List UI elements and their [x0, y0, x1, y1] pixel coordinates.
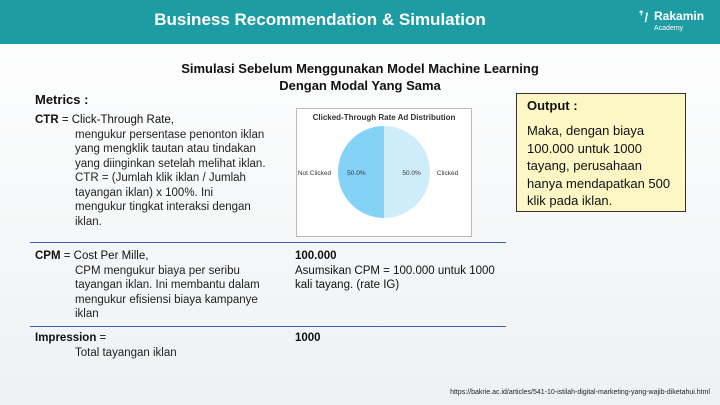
pie-slice — [384, 126, 430, 218]
metric-term: CTR — [35, 114, 59, 126]
header-title: Business Recommendation & Simulation — [154, 10, 486, 29]
slice-label: Not Clicked — [298, 170, 332, 177]
pie-chart: Clicked-Through Rate Ad Distribution Not… — [296, 108, 472, 237]
metric-term: Impression — [35, 332, 97, 344]
divider — [30, 326, 506, 327]
output-line: tayang, perusahaan — [527, 158, 642, 173]
metric-note: Asumsikan CPM = 100.000 untuk 1000 — [295, 264, 495, 277]
metric-head: CTR = Click-Through Rate, — [35, 113, 174, 128]
metric-line: iklan — [75, 308, 99, 320]
metrics-label: Metrics : — [35, 92, 89, 107]
metric-first: = Cost Per Mille, — [60, 250, 149, 262]
chart-title: Clicked-Through Rate Ad Distribution — [313, 113, 456, 122]
metric-first: = — [96, 332, 107, 344]
metric-head: CPM = Cost Per Mille, — [35, 249, 148, 264]
subtitle-line: Simulasi Sebelum Menggunakan Model Machi… — [181, 61, 539, 76]
metric-line: CPM mengukur biaya per seribu — [75, 264, 240, 277]
metric-first: = Click-Through Rate, — [58, 114, 175, 126]
logo-name: Rakamin — [654, 9, 705, 23]
header-bar — [0, 0, 720, 44]
output-line: klik pada iklan. — [527, 193, 613, 208]
output-text: Maka, dengan biaya 100.000 untuk 1000 taya… — [527, 122, 670, 210]
output-box — [516, 93, 686, 212]
metric-line: tayangan iklan. Ini membantu dalam — [75, 279, 260, 291]
logo-mark: ꜛ/ — [638, 10, 649, 25]
output-line: hanya mendapatkan 500 — [527, 175, 671, 191]
metric-value: 1000 — [295, 332, 321, 344]
metric-line: tayangan iklan) x 100%. Ini — [75, 186, 214, 199]
slice-label: Clicked — [437, 170, 459, 177]
metric-line: yang diinginkan setelah melihat iklan. — [75, 157, 266, 170]
metric-line: mengukur efisiensi biaya kampanye — [75, 293, 258, 306]
output-line: 100.000 untuk 1000 — [527, 140, 642, 156]
logo-sub: Academy — [654, 25, 684, 32]
metric-note: kali tayang. (rate IG) — [295, 279, 400, 291]
output-line: Maka, dengan biaya — [527, 123, 645, 138]
subtitle: Simulasi Sebelum Menggunakan Model Machi… — [0, 60, 720, 94]
slice-value: 50.0% — [402, 170, 421, 177]
metric-line: mengukur persentase penonton iklan — [75, 128, 265, 141]
metric-line: mengukur tingkat interaksi dengan — [75, 201, 251, 213]
metric-line: yang mengklik tautan atau tindakan — [75, 143, 256, 155]
metric-line: Total tayangan iklan — [75, 346, 177, 359]
metric-value: 100.000 — [295, 250, 337, 262]
metric-line: CTR = (Jumlah klik iklan / Jumlah — [75, 172, 246, 184]
metric-term: CPM — [35, 250, 61, 262]
metric-line: iklan. — [75, 215, 102, 228]
pie-slice — [338, 126, 384, 218]
divider — [30, 242, 506, 243]
output-title: Output : — [527, 98, 578, 113]
subtitle-line: Dengan Modal Yang Sama — [279, 78, 441, 93]
slice-value: 50.0% — [347, 170, 366, 177]
metric-head: Impression = — [35, 331, 106, 346]
footer-source: https://bakrie.ac.id/articles/541-10-ist… — [450, 389, 710, 396]
